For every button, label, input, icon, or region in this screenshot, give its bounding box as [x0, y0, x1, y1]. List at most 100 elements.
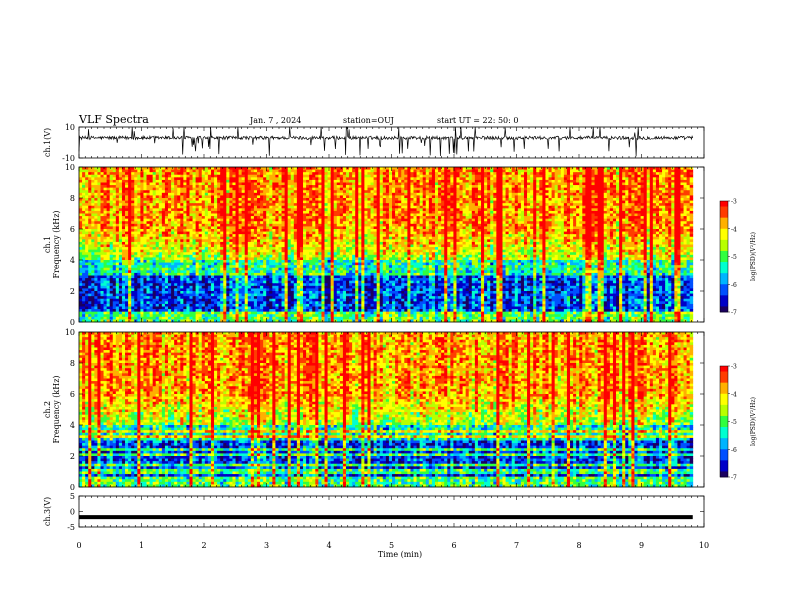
psd-cell [471, 185, 476, 189]
psd-cell [649, 179, 654, 183]
psd-cell [155, 205, 160, 209]
psd-cell [677, 179, 681, 183]
psd-cell [407, 172, 411, 176]
psd-cell [619, 169, 623, 173]
psd-cell [195, 174, 200, 178]
psd-cell [382, 167, 387, 170]
psd-cell [232, 198, 236, 201]
psd-cell [210, 192, 215, 196]
psd-cell [462, 177, 467, 181]
psd-cell [382, 169, 387, 173]
psd-cell [477, 205, 482, 209]
psd-cell [530, 208, 534, 212]
psd-cell [183, 198, 187, 201]
psd-cell [204, 216, 209, 220]
psd-cell [115, 223, 120, 227]
psd-cell [134, 187, 138, 191]
psd-cell [140, 174, 144, 178]
psd-cell [232, 203, 236, 207]
psd-cell [662, 198, 666, 201]
psd-cell [352, 169, 356, 173]
psd-cell [496, 205, 500, 209]
psd-cell [109, 167, 114, 170]
psd-cell [609, 167, 614, 170]
psd-cell [361, 177, 365, 181]
psd-cell [523, 192, 528, 196]
psd-cell [321, 174, 325, 178]
psd-cell [121, 174, 126, 178]
psd-cell [121, 208, 126, 212]
psd-cell [330, 203, 335, 207]
psd-cell [527, 182, 531, 186]
psd-cell [376, 226, 381, 230]
psd-cell [597, 177, 602, 181]
psd-cell [649, 203, 654, 207]
psd-cell [220, 179, 224, 183]
psd-cell [536, 218, 540, 222]
psd-cell [324, 190, 328, 194]
psd-cell [303, 200, 307, 204]
psd-cell [570, 200, 574, 204]
psd-cell [85, 210, 89, 214]
psd-cell [496, 198, 500, 201]
psd-cell [94, 172, 98, 176]
psd-cell [502, 187, 506, 191]
psd-cell [324, 198, 328, 201]
psd-cell [324, 208, 328, 212]
psd-cell [324, 210, 328, 214]
psd-cell [82, 172, 86, 176]
psd-cell [94, 213, 98, 217]
psd-cell [250, 203, 255, 207]
psd-cell [217, 203, 221, 207]
psd-cell [401, 208, 405, 212]
psd-cell [164, 198, 169, 201]
psd-cell [671, 216, 675, 220]
psd-cell [272, 223, 276, 227]
psd-cell [401, 218, 405, 222]
psd-cell [210, 216, 215, 220]
psd-cell [241, 185, 246, 189]
psd-cell [634, 177, 638, 181]
psd-cell [533, 192, 537, 196]
psd-cell [677, 174, 681, 178]
psd-cell [355, 177, 359, 181]
psd-cell [487, 185, 491, 189]
psd-cell [453, 213, 457, 217]
psd-cell [140, 203, 144, 207]
psd-cell [97, 213, 101, 217]
psd-cell [523, 198, 528, 201]
psd-cell [97, 208, 101, 212]
psd-cell [450, 200, 454, 204]
psd-cell [189, 177, 193, 181]
psd-cell [266, 192, 270, 196]
psd-cell [115, 195, 120, 199]
psd-cell [345, 177, 350, 181]
psd-cell [361, 192, 365, 196]
psd-cell [508, 177, 513, 181]
psd-cell [207, 208, 212, 212]
psd-cell [459, 192, 463, 196]
psd-cell [511, 179, 516, 183]
psd-cell [570, 213, 574, 217]
psd-cell [619, 213, 623, 217]
psd-cell [106, 169, 111, 173]
psd-cell [548, 208, 552, 212]
psd-cell [152, 195, 157, 199]
psd-cell [121, 223, 126, 227]
psd-cell [643, 210, 648, 214]
psd-cell [333, 200, 338, 204]
psd-cell [250, 192, 255, 196]
psd-cell [210, 200, 215, 204]
psd-cell [600, 185, 605, 189]
psd-cell [155, 172, 160, 176]
psd-cell [355, 182, 359, 186]
psd-cell [204, 182, 209, 186]
psd-cell [404, 177, 408, 181]
psd-cell [520, 223, 525, 227]
psd-cell [229, 182, 233, 186]
psd-cell [275, 174, 279, 178]
psd-cell [674, 216, 678, 220]
psd-cell [370, 172, 374, 176]
psd-cell [665, 174, 669, 178]
psd-cell [207, 203, 212, 207]
